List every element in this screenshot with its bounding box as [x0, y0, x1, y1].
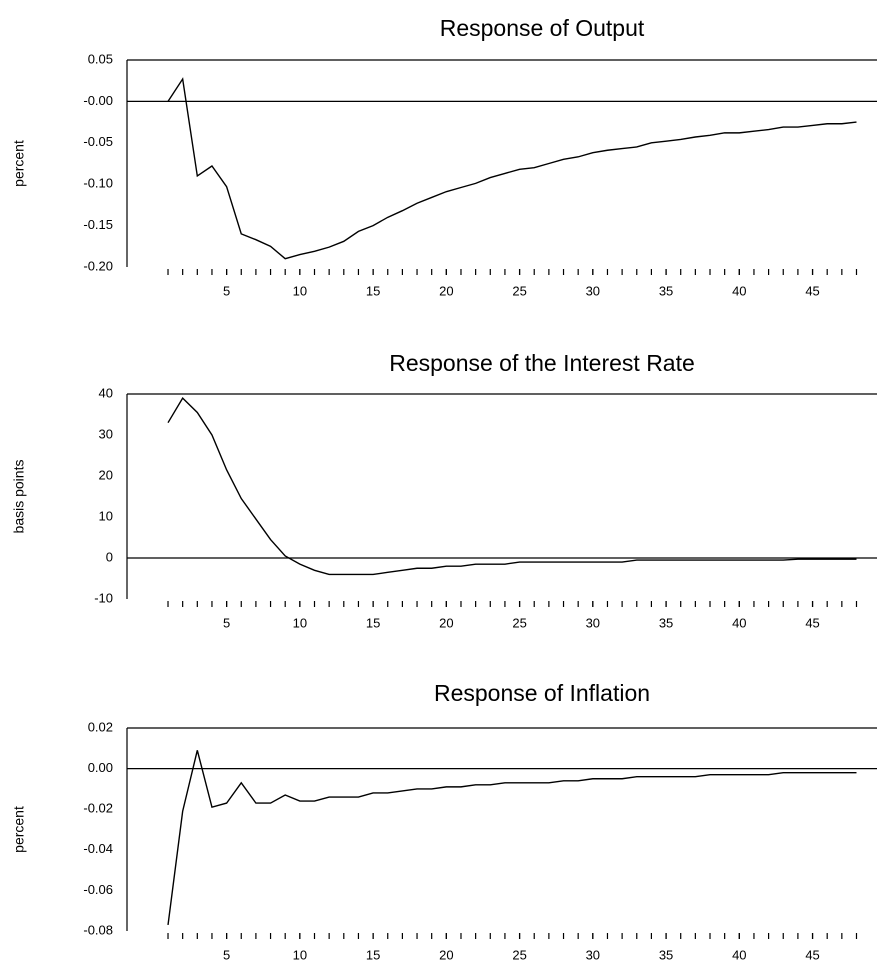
x-tick-label: 5 — [223, 615, 230, 630]
x-tick-label: 40 — [732, 615, 746, 630]
x-tick-label: 35 — [659, 283, 673, 298]
x-tick-label: 35 — [659, 615, 673, 630]
x-tick-label: 30 — [586, 947, 600, 962]
x-tick-label: 45 — [805, 283, 819, 298]
x-tick-label: 15 — [366, 615, 380, 630]
y-tick-label: 10 — [99, 508, 113, 523]
y-tick-label: 0.02 — [88, 719, 113, 734]
x-tick-label: 45 — [805, 947, 819, 962]
y-tick-label: -0.02 — [83, 801, 113, 816]
y-tick-label: 20 — [99, 467, 113, 482]
x-tick-label: 25 — [512, 615, 526, 630]
y-tick-label: -0.15 — [83, 217, 113, 232]
x-tick-label: 40 — [732, 947, 746, 962]
chart-title: Response of Inflation — [434, 680, 650, 706]
y-tick-label: 0.05 — [88, 51, 113, 66]
y-tick-label: 30 — [99, 426, 113, 441]
y-tick-label: -0.04 — [83, 841, 113, 856]
x-tick-label: 25 — [512, 947, 526, 962]
y-axis-label: percent — [11, 140, 27, 187]
y-tick-label: 40 — [99, 385, 113, 400]
x-tick-label: 30 — [586, 615, 600, 630]
x-tick-label: 5 — [223, 283, 230, 298]
x-tick-label: 30 — [586, 283, 600, 298]
x-tick-label: 10 — [293, 615, 307, 630]
x-tick-label: 20 — [439, 615, 453, 630]
y-tick-label: -0.06 — [83, 882, 113, 897]
y-tick-label: 0 — [106, 549, 113, 564]
y-tick-label: -0.00 — [83, 93, 113, 108]
y-axis-label: basis points — [11, 460, 27, 534]
y-axis-label: percent — [11, 806, 27, 853]
x-tick-label: 40 — [732, 283, 746, 298]
series-line — [167, 750, 857, 925]
y-tick-label: -0.05 — [83, 134, 113, 149]
x-tick-label: 10 — [293, 283, 307, 298]
y-tick-label: -0.20 — [83, 258, 113, 273]
x-tick-label: 20 — [439, 283, 453, 298]
y-tick-label: -10 — [94, 590, 113, 605]
x-tick-label: 45 — [805, 615, 819, 630]
x-tick-label: 5 — [223, 947, 230, 962]
y-tick-label: -0.08 — [83, 922, 113, 937]
series-line — [167, 396, 857, 576]
y-tick-label: -0.10 — [83, 176, 113, 191]
x-tick-label: 10 — [293, 947, 307, 962]
x-tick-label: 15 — [366, 947, 380, 962]
series-line — [167, 77, 857, 260]
x-tick-label: 35 — [659, 947, 673, 962]
chart-title: Response of Output — [440, 15, 645, 41]
chart-title: Response of the Interest Rate — [389, 350, 695, 376]
x-tick-label: 15 — [366, 283, 380, 298]
y-tick-label: 0.00 — [88, 760, 113, 775]
x-tick-label: 25 — [512, 283, 526, 298]
x-tick-label: 20 — [439, 947, 453, 962]
